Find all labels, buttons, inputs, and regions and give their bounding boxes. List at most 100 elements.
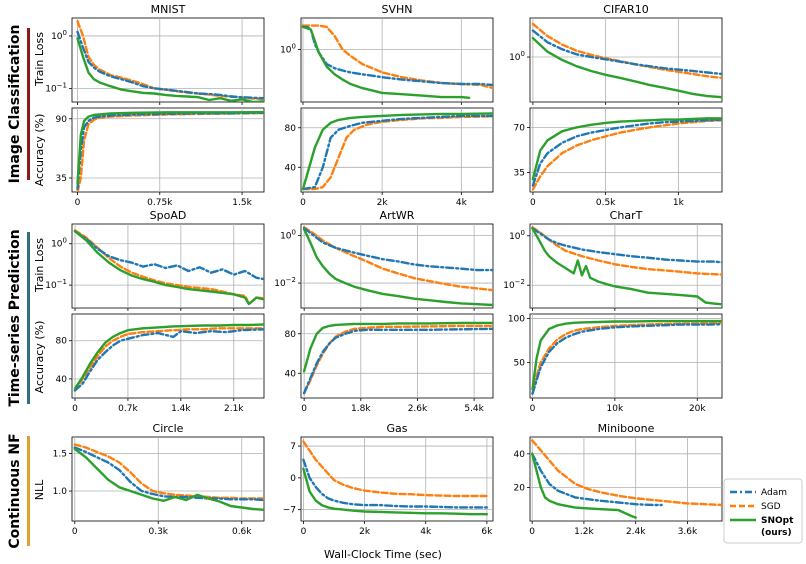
ylabel-loss-2: Train Loss [33,238,46,293]
plot-frame [529,17,723,103]
group-title-nf: Continuous NF [7,433,23,548]
tick-label-y: 50 [514,359,526,369]
legend: Adam SGD SNOpt (ours) [723,478,803,544]
tick-label-y: 100 [509,50,525,63]
series-line-adam [302,327,493,395]
group-title-ts: Time-series Prediction [7,229,23,406]
tick-label-y: 10−2 [503,278,525,291]
panel-svhn-loss: 100 SVHN [280,3,494,105]
tick-label-y: 10−2 [274,276,296,289]
panel-title: Miniboone [598,422,655,435]
tick-label-x: 2k [359,527,371,537]
panel-gas-nll: 0 2k 4k 6k 7 0 −7 Gas [283,422,494,537]
tick-label-y: 10−1 [45,278,67,291]
series-line-snopt [531,227,722,306]
panel-cifar-loss: 100 CIFAR10 [509,3,723,105]
legend-label-snopt: SNOpt [761,516,794,526]
tick-label-y: 80 [285,330,297,340]
series-line-snopt [302,228,493,307]
series-line-snopt [73,447,264,511]
series-group [531,22,722,99]
tick-label-y: 100 [280,228,296,241]
tick-label-x: 10k [607,404,624,414]
panel-spoad-loss: 100 10−1 SpoAD [45,209,265,311]
x-axis-label: Wall-Clock Time (sec) [324,548,442,561]
tick-label-y: 40 [56,375,68,385]
series-group [73,323,264,392]
ylabel-loss-1: Train Loss [33,32,46,87]
tick-label-y: 80 [285,124,297,134]
series-group [302,440,489,516]
plot-frame [71,436,265,522]
legend-label-sgd: SGD [761,502,781,512]
series-line-adam [302,458,489,509]
series-line-sgd [531,439,722,507]
panel-circle-nll: 0 0.3k 0.6k 1.0 1.5 Circle [53,422,265,537]
panel-mnist-acc: 0 0.75k 1.5k 35 90 [56,107,265,208]
series-line-sgd [531,119,722,191]
tick-label-y: 40 [285,163,297,173]
panel-artwr-acc: 0 1.8k 2.6k 5.4k 40 80 [285,313,494,414]
series-line-snopt [302,321,493,373]
series-group [73,443,264,511]
tick-label-x: 0 [301,404,307,414]
legend-label-snopt-sub: (ours) [761,528,792,538]
group-label-nf: Continuous NF [7,433,30,549]
group-bar-nf [27,436,30,546]
tick-label-y: −7 [283,506,296,516]
plot-frame [300,223,494,309]
tick-label-x: 2.6k [408,404,428,414]
series-line-sgd [73,229,264,306]
group-label-image: Image Classification [7,25,30,183]
series-line-sgd [73,443,264,500]
tick-label-x: 0.6k [232,527,252,537]
group-bar-image [27,28,30,180]
tick-label-x: 0.75k [147,198,173,208]
tick-label-y: 0 [290,474,296,484]
tick-label-y: 100 [51,237,67,250]
series-line-adam [73,446,264,502]
series-line-sgd [302,225,493,292]
tick-label-y: 1.0 [53,487,68,497]
panel-svhn-acc: 0 2k 4k 40 80 [285,107,494,208]
series-group [531,319,722,395]
series-line-snopt [302,467,489,516]
group-label-ts: Time-series Prediction [7,229,30,407]
series-line-sgd [531,226,722,276]
tick-label-y: 7 [290,442,296,452]
ylabel-nll: NLL [33,479,46,500]
series-group [531,439,722,519]
series-line-adam [531,29,722,76]
tick-label-y: 1.5 [53,450,67,460]
series-line-adam [531,118,722,187]
series-group [76,110,264,192]
tick-label-x: 0.5k [596,198,616,208]
tick-label-x: 6k [481,527,493,537]
series-group [73,229,264,306]
series-group [76,20,264,102]
tick-label-x: 1.4k [171,404,191,414]
panel-spoad-acc: 0 0.7k 1.4k 2.1k 40 80 [56,313,265,414]
series-line-snopt [531,117,722,181]
series-line-adam [531,452,663,507]
group-bar-ts [27,232,30,404]
panel-title: CharT [610,209,643,222]
panel-miniboone-nll: 0 1.2k 2.4k 3.6k 20 40 Miniboone [514,422,723,537]
tick-label-y: 20 [514,483,526,493]
tick-label-y: 100 [509,229,525,242]
series-line-adam [73,328,264,392]
series-group [302,321,493,395]
tick-label-x: 1.5k [232,198,252,208]
tick-label-y: 100 [280,42,296,55]
series-line-adam [531,227,722,264]
panel-cifar-acc: 0 0.5k 1k 35 70 [514,107,723,208]
series-group [301,24,493,100]
ylabel-acc-2: Accuracy (%) [33,321,46,394]
tick-label-x: 1.2k [574,527,594,537]
series-line-snopt [301,112,493,191]
panel-title: CIFAR10 [603,3,648,16]
plot-frame [71,107,265,193]
series-line-snopt [76,37,264,102]
series-line-sgd [531,321,722,395]
